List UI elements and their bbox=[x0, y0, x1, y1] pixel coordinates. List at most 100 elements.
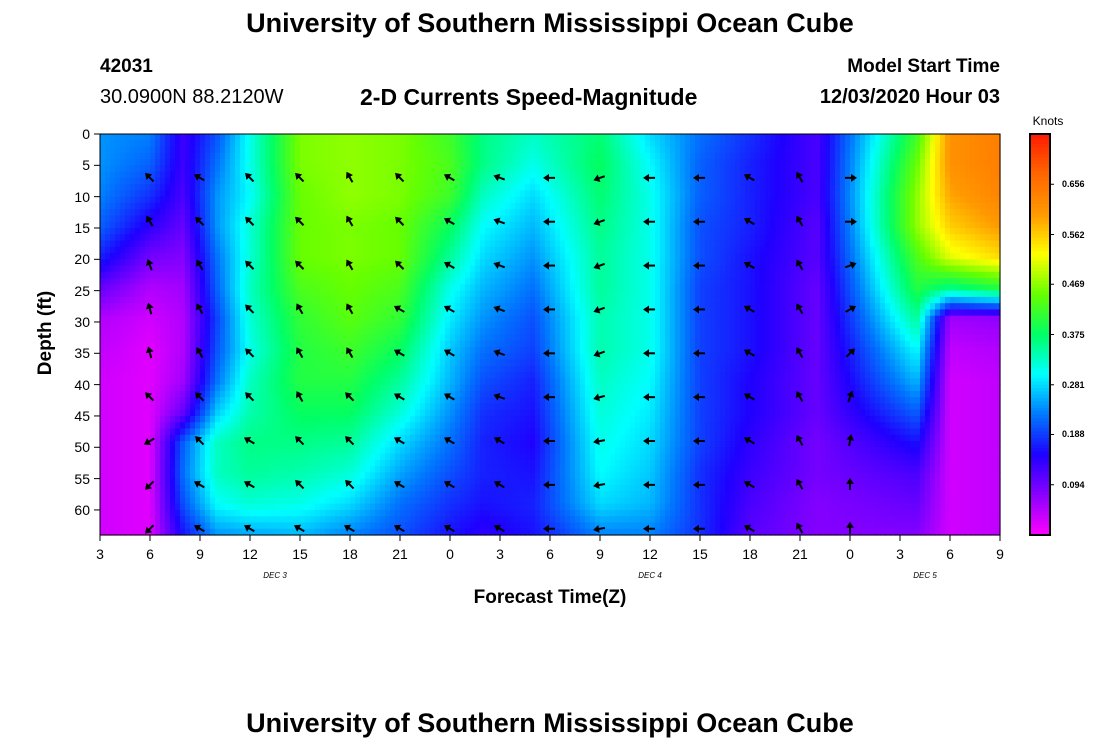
heat-cell bbox=[250, 328, 256, 336]
heat-cell bbox=[160, 447, 166, 455]
heat-cell bbox=[170, 353, 176, 361]
heat-cell bbox=[130, 347, 136, 354]
heat-cell bbox=[115, 466, 121, 473]
heat-cell bbox=[225, 384, 231, 392]
heat-cell bbox=[145, 152, 151, 160]
heat-cell bbox=[100, 278, 106, 285]
heat-cell bbox=[395, 484, 401, 492]
heat-cell bbox=[385, 422, 391, 430]
heat-cell bbox=[325, 177, 331, 185]
heat-cell bbox=[180, 246, 186, 254]
heat-cell bbox=[130, 365, 136, 373]
heat-cell bbox=[205, 340, 211, 348]
heat-cell bbox=[225, 422, 231, 430]
heat-cell bbox=[115, 453, 121, 461]
heat-cell bbox=[340, 447, 346, 455]
heat-cell bbox=[425, 296, 431, 304]
heat-cell bbox=[455, 478, 461, 486]
heat-cell bbox=[255, 447, 261, 455]
heat-cell bbox=[465, 321, 471, 329]
heat-cell bbox=[465, 159, 471, 166]
heat-cell bbox=[355, 428, 361, 436]
heat-cell bbox=[265, 234, 271, 242]
heat-cell bbox=[330, 478, 336, 486]
heat-cell bbox=[370, 497, 376, 505]
heat-cell bbox=[230, 453, 236, 461]
heat-cell bbox=[155, 478, 161, 486]
heat-cell bbox=[155, 428, 161, 436]
heat-cell bbox=[400, 146, 406, 154]
heat-cell bbox=[325, 265, 331, 273]
heat-cell bbox=[460, 415, 466, 423]
heat-cell bbox=[375, 415, 381, 423]
heat-cell bbox=[265, 428, 271, 436]
heat-cell bbox=[195, 528, 201, 536]
heat-cell bbox=[425, 134, 431, 141]
heat-cell bbox=[235, 284, 241, 292]
heat-cell bbox=[205, 184, 211, 191]
heat-cell bbox=[235, 309, 241, 317]
heat-cell bbox=[385, 528, 391, 536]
heat-cell bbox=[275, 384, 281, 392]
heat-cell bbox=[165, 422, 171, 430]
heat-cell bbox=[445, 503, 451, 511]
heat-cell bbox=[185, 484, 191, 492]
heat-cell bbox=[260, 447, 266, 455]
heat-cell bbox=[280, 409, 286, 417]
heat-cell bbox=[175, 365, 181, 373]
heat-cell bbox=[385, 253, 391, 260]
heat-cell bbox=[370, 303, 376, 311]
heat-cell bbox=[240, 140, 246, 148]
heat-cell bbox=[205, 202, 211, 210]
heat-cell bbox=[160, 528, 166, 536]
heat-cell bbox=[270, 409, 276, 417]
heat-cell bbox=[145, 221, 151, 229]
heat-cell bbox=[470, 259, 476, 267]
heat-cell bbox=[135, 478, 141, 486]
heat-cell bbox=[210, 365, 216, 373]
heat-cell bbox=[135, 278, 141, 285]
heat-cell bbox=[180, 296, 186, 304]
heat-cell bbox=[425, 415, 431, 423]
heat-cell bbox=[400, 190, 406, 198]
heat-cell bbox=[435, 497, 441, 505]
heat-cell bbox=[285, 171, 291, 179]
heat-cell bbox=[200, 253, 206, 260]
heat-cell bbox=[345, 290, 351, 298]
heat-cell bbox=[220, 165, 226, 173]
heat-cell bbox=[480, 522, 486, 530]
heat-cell bbox=[220, 378, 226, 386]
heat-cell bbox=[405, 415, 411, 423]
heat-cell bbox=[160, 284, 166, 292]
heat-cell bbox=[335, 296, 341, 304]
heat-cell bbox=[185, 415, 191, 423]
heat-cell bbox=[260, 353, 266, 361]
heat-cell bbox=[410, 234, 416, 242]
heat-cell bbox=[135, 234, 141, 242]
heat-cell bbox=[350, 190, 356, 198]
heat-cell bbox=[470, 165, 476, 173]
heat-cell bbox=[435, 259, 441, 267]
heat-cell bbox=[280, 390, 286, 398]
heat-cell bbox=[365, 466, 371, 473]
heat-cell bbox=[210, 146, 216, 154]
heat-cell bbox=[265, 246, 271, 254]
heat-cell bbox=[355, 240, 361, 248]
heat-cell bbox=[175, 278, 181, 285]
heat-cell bbox=[360, 403, 366, 411]
heat-cell bbox=[450, 478, 456, 486]
heat-cell bbox=[390, 303, 396, 311]
heat-cell bbox=[310, 441, 316, 448]
heat-cell bbox=[225, 246, 231, 254]
heat-cell bbox=[360, 347, 366, 354]
heat-cell bbox=[185, 284, 191, 292]
heat-cell bbox=[395, 378, 401, 386]
heat-cell bbox=[415, 365, 421, 373]
heat-cell bbox=[160, 503, 166, 511]
heat-cell bbox=[140, 221, 146, 229]
heat-cell bbox=[115, 284, 121, 292]
heat-cell bbox=[205, 384, 211, 392]
heat-cell bbox=[285, 359, 291, 367]
heat-cell bbox=[115, 140, 121, 148]
heat-cell bbox=[120, 271, 126, 279]
